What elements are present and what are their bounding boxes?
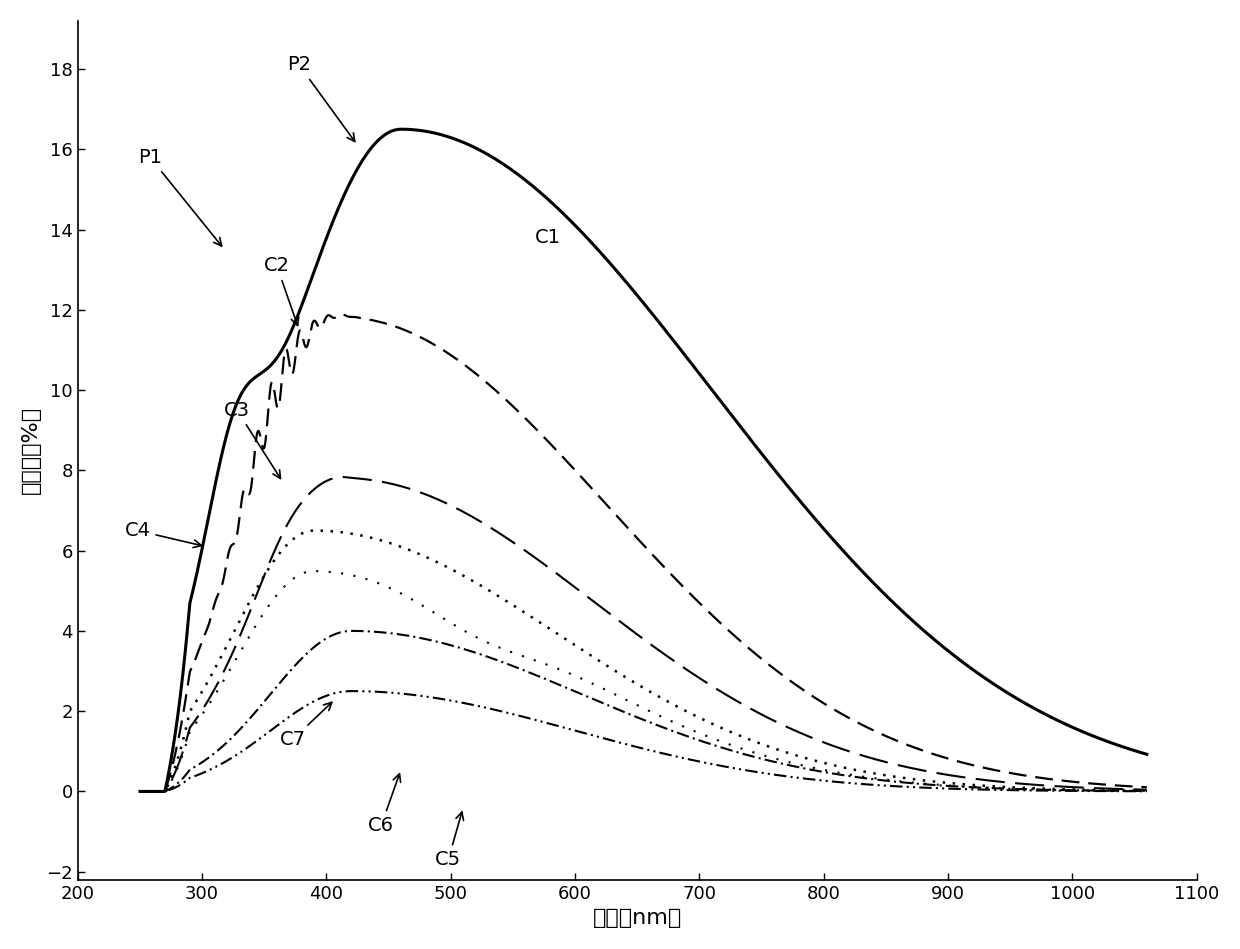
Text: C4: C4 — [124, 521, 201, 548]
Text: C7: C7 — [280, 702, 332, 749]
Text: C5: C5 — [435, 812, 464, 869]
Y-axis label: 穿透率（%）: 穿透率（%） — [21, 406, 41, 494]
X-axis label: 波长（nm）: 波长（nm） — [593, 908, 682, 928]
Text: C3: C3 — [224, 400, 280, 478]
Text: C1: C1 — [536, 228, 562, 247]
Text: C6: C6 — [368, 773, 401, 835]
Text: P2: P2 — [288, 55, 355, 141]
Text: C2: C2 — [264, 256, 299, 326]
Text: P1: P1 — [138, 148, 222, 246]
